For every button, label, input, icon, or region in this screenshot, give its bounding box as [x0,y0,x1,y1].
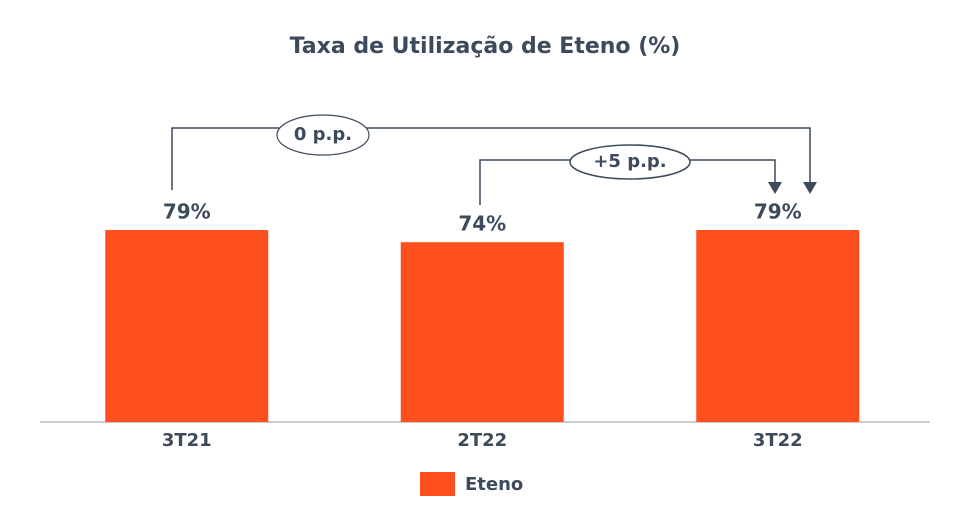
chart-title: Taxa de Utilização de Eteno (%) [290,34,681,59]
arrow-heads [768,182,817,194]
value-label: 79% [754,200,802,224]
annotation: 0 p.p. [294,124,352,145]
bracket [171,127,811,190]
value-label: 74% [458,212,506,236]
annotation-bubble [569,144,691,180]
annotation-bubble [276,114,370,156]
legend-label: Eteno [465,474,523,495]
x-tick-label: 2T22 [457,430,507,451]
bar [105,230,269,422]
comparison-brackets [171,127,811,205]
x-tick-label: 3T21 [162,430,212,451]
value-label: 79% [163,200,211,224]
legend-swatch [420,472,455,496]
x-tick-label: 3T22 [753,430,803,451]
bar [696,230,860,422]
bar [400,242,564,422]
annotation: +5 p.p. [593,151,666,172]
